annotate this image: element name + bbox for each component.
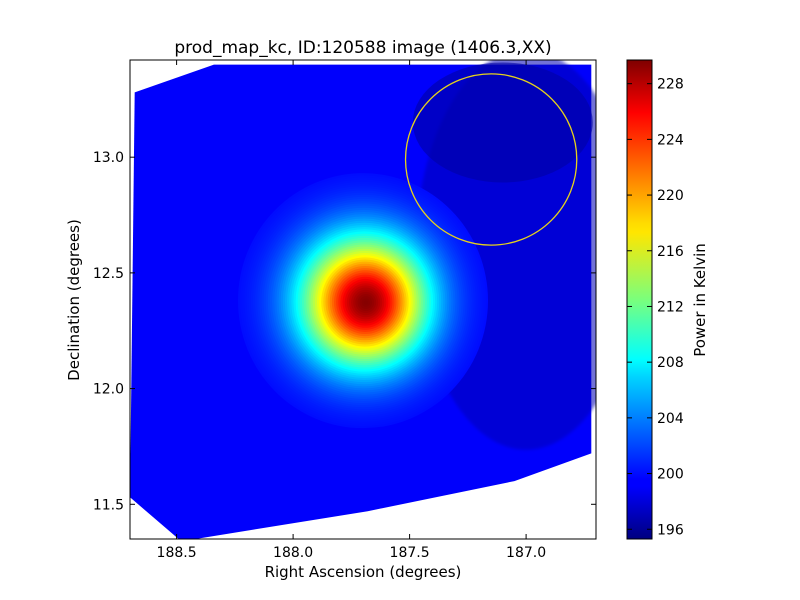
x-axis-label: Right Ascension (degrees) bbox=[265, 563, 462, 581]
y-axis: 11.5 12.0 12.5 13.0 bbox=[93, 150, 596, 513]
colorbar-tick-label: 212 bbox=[657, 299, 684, 315]
x-tick-label: 187.5 bbox=[390, 545, 430, 561]
x-axis: 188.5 188.0 187.5 187.0 bbox=[157, 60, 546, 561]
colorbar-tick-label: 196 bbox=[657, 522, 684, 538]
colorbar-tick-label: 224 bbox=[657, 132, 684, 148]
plot-frame bbox=[129, 59, 597, 540]
circle-annotation bbox=[404, 73, 578, 246]
y-axis-label: Declination (degrees) bbox=[65, 219, 83, 381]
low-region bbox=[412, 62, 593, 183]
colorbar-tick-label: 208 bbox=[657, 355, 684, 371]
y-tick-label: 12.0 bbox=[93, 382, 124, 398]
x-tick-label: 188.0 bbox=[273, 545, 313, 561]
y-tick-label: 13.0 bbox=[93, 150, 124, 166]
y-tick-label: 11.5 bbox=[93, 497, 124, 513]
x-tick-label: 187.0 bbox=[506, 545, 546, 561]
colorbar-tick-label: 228 bbox=[657, 77, 684, 93]
y-tick-label: 12.5 bbox=[93, 266, 124, 282]
colorbar bbox=[626, 59, 653, 540]
colorbar-tick-label: 200 bbox=[657, 467, 684, 483]
colorbar-tick-label: 216 bbox=[657, 244, 684, 260]
x-tick-label: 188.5 bbox=[157, 545, 197, 561]
chart-title: prod_map_kc, ID:120588 image (1406.3,XX) bbox=[174, 38, 551, 58]
heatmap-area bbox=[130, 60, 596, 539]
colorbar-tick-label: 204 bbox=[657, 411, 684, 427]
colorbar-ticks: 196 200 204 208 212 216 220 224 228 bbox=[627, 77, 684, 538]
heatmap-level bbox=[363, 300, 369, 305]
colorbar-tick-label: 220 bbox=[657, 188, 684, 204]
colorbar-label: Power in Kelvin bbox=[691, 243, 709, 357]
